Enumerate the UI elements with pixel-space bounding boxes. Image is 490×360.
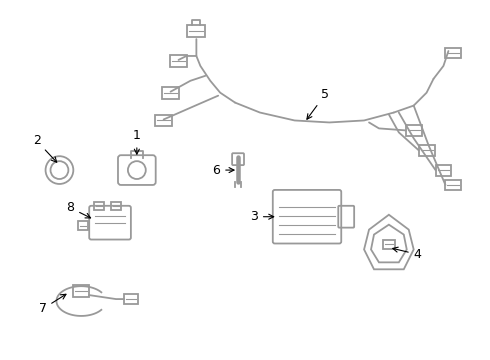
Bar [188,25,205,37]
Bar [406,125,421,136]
Text: 5: 5 [307,87,329,119]
Bar [111,202,121,210]
Text: 6: 6 [212,163,234,176]
Bar [162,87,179,99]
Text: 1: 1 [133,129,141,154]
Bar [78,221,88,230]
Bar [418,145,435,156]
Bar [445,180,461,190]
Text: 2: 2 [33,134,57,162]
Text: 7: 7 [39,294,66,315]
Text: 8: 8 [66,201,91,218]
Bar [94,202,104,210]
Bar [155,114,172,126]
Bar [170,55,187,67]
Bar [445,48,461,58]
Text: 4: 4 [393,247,421,261]
Bar [124,294,138,304]
Bar [383,240,395,249]
Bar [436,165,451,176]
Text: 3: 3 [250,210,274,223]
Bar [74,285,89,297]
